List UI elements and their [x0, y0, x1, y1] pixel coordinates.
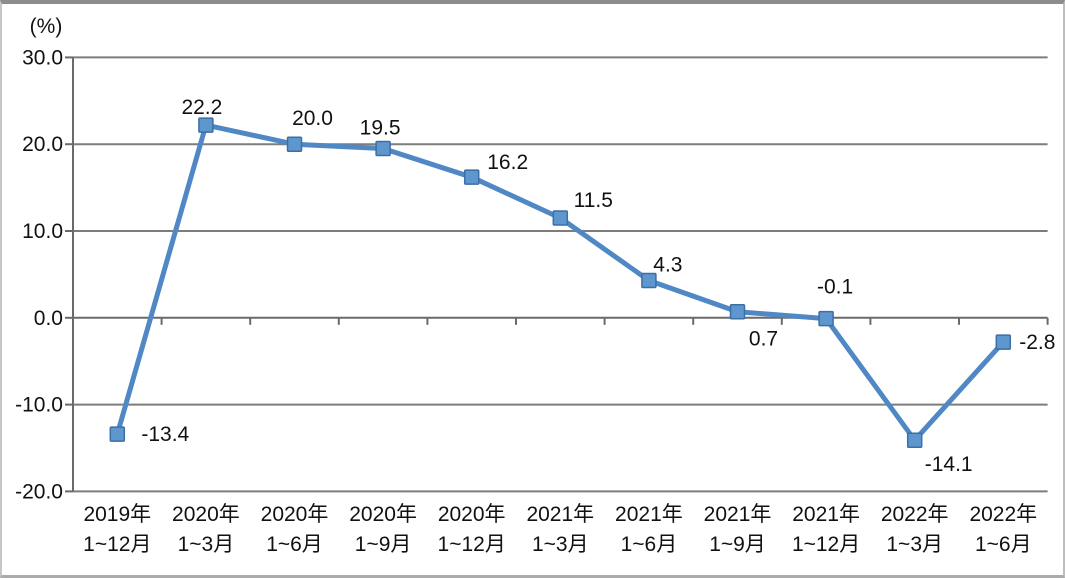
x-axis-category-label: 2020年 1~9月 [349, 503, 417, 556]
x-axis-category-label: 2022年 1~3月 [881, 503, 949, 556]
x-axis-category-label: 2020年 1~6月 [261, 503, 329, 556]
y-axis-tick-label: 0.0 [34, 307, 63, 330]
x-axis-category-label: 2019年 1~12月 [83, 503, 151, 556]
data-point-label: 19.5 [360, 117, 401, 140]
data-point-marker [375, 140, 391, 157]
x-axis-category-label: 2022年 1~6月 [969, 503, 1037, 556]
growth-rate-line-chart: 30.0 20.0 10.0 0.0 -10.0 -20.0 (%) -13.4 22.2 20.… [15, 15, 1055, 556]
data-point-label: 0.7 [749, 328, 778, 351]
data-point-marker [552, 210, 569, 226]
data-point-marker [286, 136, 303, 152]
data-point-label: 16.2 [487, 151, 528, 174]
data-point-marker [109, 426, 126, 442]
data-point-label: 22.2 [181, 96, 222, 119]
data-point-marker [906, 432, 923, 448]
data-point-label: 11.5 [574, 189, 613, 212]
data-point-label: 20.0 [292, 107, 333, 130]
data-point-marker [198, 117, 214, 133]
y-axis-tick-label: 10.0 [22, 220, 63, 243]
data-point-label: -14.1 [925, 453, 973, 476]
data-point-marker [641, 272, 657, 289]
data-point-marker [818, 310, 834, 327]
data-series-line [114, 122, 1006, 443]
x-axis-category-label: 2021年 1~3月 [526, 503, 594, 556]
x-axis-category-label: 2021年 1~9月 [704, 503, 772, 556]
data-point-marker [463, 169, 480, 185]
y-axis-tick-label: -10.0 [15, 394, 63, 417]
data-point-marker [995, 334, 1012, 350]
data-point-label: 4.3 [653, 253, 682, 276]
y-axis-unit-label: (%) [30, 15, 63, 38]
data-point-label: -0.1 [817, 276, 853, 299]
data-point-label: -13.4 [141, 423, 189, 446]
x-axis-category-label: 2021年 1~12月 [792, 503, 860, 556]
y-axis-tick-label: -20.0 [15, 480, 63, 503]
y-axis-tick-label: 20.0 [22, 133, 63, 156]
x-axis-category-label: 2020年 1~12月 [438, 503, 506, 556]
x-axis-category-label: 2021年 1~6月 [615, 503, 683, 556]
data-point-label: -2.8 [1019, 331, 1055, 354]
y-axis-tick-label: 30.0 [22, 46, 63, 69]
x-axis-category-label: 2020年 1~3月 [172, 503, 240, 556]
data-point-marker [729, 303, 746, 320]
